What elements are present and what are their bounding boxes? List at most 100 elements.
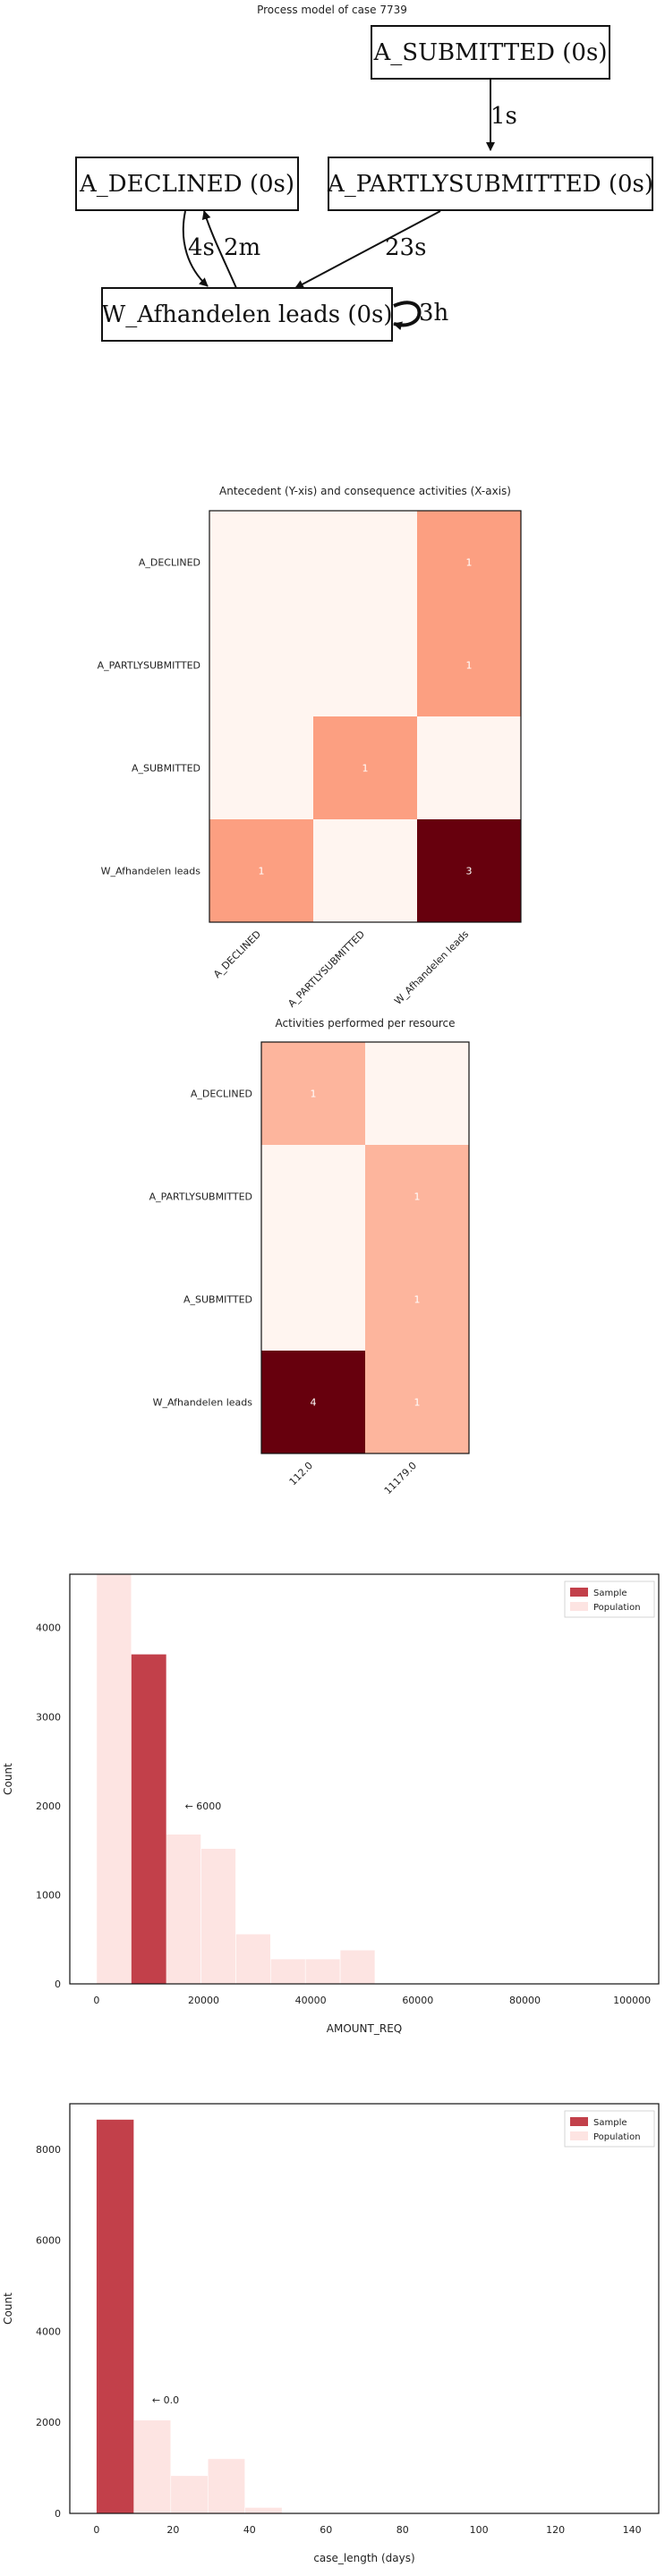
y-tick-label: 4000 xyxy=(36,1623,61,1634)
heatmap-cell-0-1 xyxy=(365,1042,469,1145)
heatmap-row-label: W_Afhandelen leads xyxy=(153,1397,253,1409)
x-tick-label: 140 xyxy=(623,2524,642,2536)
population-bar-1 xyxy=(133,2419,172,2514)
x-tick-label: 0 xyxy=(93,1995,99,2006)
x-tick-label: 60000 xyxy=(402,1995,433,2006)
x-tick-label: 40000 xyxy=(295,1995,327,2006)
legend-swatch-population xyxy=(570,2131,588,2140)
x-tick-label: 20 xyxy=(166,2524,179,2536)
y-tick-label: 1000 xyxy=(36,1889,61,1901)
population-bar-7 xyxy=(339,1949,376,1985)
heatmap-cell-3-0 xyxy=(209,819,313,922)
heatmap-value-3-0: 1 xyxy=(259,866,265,877)
population-bar-5 xyxy=(270,1958,306,1985)
x-tick-label: 80000 xyxy=(509,1995,541,2006)
y-tick-label: 2000 xyxy=(36,1801,61,1812)
heatmap-value-3-0: 4 xyxy=(311,1397,317,1409)
heatmap-cell-0-1 xyxy=(313,511,417,614)
heatmap-col-label: 112.0 xyxy=(287,1460,315,1487)
heatmap-row-label: A_PARTLYSUBMITTED xyxy=(98,660,200,672)
heatmap-value-1-1: 1 xyxy=(414,1191,421,1203)
population-bar-0 xyxy=(96,1573,132,1985)
x-tick-label: 80 xyxy=(396,2524,409,2536)
x-tick-label: 120 xyxy=(546,2524,565,2536)
y-tick-label: 3000 xyxy=(36,1711,61,1723)
population-bar-2 xyxy=(170,2475,209,2514)
heatmap-cell-2-1 xyxy=(365,1248,469,1351)
edge-label-waf-dec: 2m xyxy=(224,234,260,261)
x-tick-label: 60 xyxy=(320,2524,332,2536)
heatmap-title: Activities performed per resource xyxy=(276,1017,456,1030)
heatmap-cell-1-0 xyxy=(261,1145,365,1248)
histogram-frame xyxy=(69,2103,660,2514)
population-bar-4 xyxy=(244,2507,283,2514)
annotation-label: ← 6000 xyxy=(185,1801,222,1812)
heatmap-cell-3-2 xyxy=(417,819,521,922)
legend-label-population: Population xyxy=(593,2132,641,2142)
x-axis-label: case_length (days) xyxy=(313,2552,414,2564)
heatmap-cell-0-0 xyxy=(261,1042,365,1145)
y-tick-label: 0 xyxy=(55,1979,61,1990)
legend-label-sample: Sample xyxy=(593,2118,627,2128)
y-tick-label: 6000 xyxy=(36,2235,61,2247)
legend-label-sample: Sample xyxy=(593,1589,627,1598)
heatmap-value-1-2: 1 xyxy=(466,660,473,672)
heatmap-cell-2-0 xyxy=(261,1248,365,1351)
heatmap-row-label: A_PARTLYSUBMITTED xyxy=(149,1191,252,1203)
node-a-declined xyxy=(75,157,299,211)
edge-label-waf-self: 3h xyxy=(419,300,449,326)
heatmap-cell-3-1 xyxy=(313,819,417,922)
heatmap-value-3-2: 3 xyxy=(466,866,473,877)
node-w-afhandelen-leads xyxy=(101,287,393,342)
edge-waf-self xyxy=(393,301,422,331)
histogram-case-length: 0 20 40 60 80 100 120 140 0 2000 4000 6000 8000 case_… xyxy=(2,2103,660,2564)
heatmap-value-0-2: 1 xyxy=(466,557,473,569)
edge-label-dec-waf: 4s xyxy=(188,234,215,261)
heatmap-activities-per-resource: Activities performed per resource 1 A_DECL… xyxy=(149,1017,470,1496)
y-tick-label: 8000 xyxy=(36,2144,61,2156)
process-model-title: Process model of case 7739 xyxy=(257,4,407,16)
heatmap-cell-3-0 xyxy=(261,1351,365,1453)
heatmap-title: Antecedent (Y-xis) and consequence activ… xyxy=(219,485,511,497)
y-axis-label: Count xyxy=(2,2292,14,2325)
histogram-frame xyxy=(69,1573,660,1985)
legend-label-population: Population xyxy=(593,1603,641,1613)
legend-swatch-sample xyxy=(570,2117,588,2126)
x-tick-label: 0 xyxy=(93,2524,99,2536)
node-label-a-partlysubmitted: A_PARTLYSUBMITTED (0s) xyxy=(327,171,653,198)
x-tick-label: 100000 xyxy=(613,1995,651,2006)
heatmap-value-0-0: 1 xyxy=(311,1089,317,1100)
heatmap-row-label: A_SUBMITTED xyxy=(183,1294,252,1306)
heatmap-row-label: W_Afhandelen leads xyxy=(101,866,201,877)
heatmap-cell-1-2 xyxy=(417,614,521,716)
population-bar-3 xyxy=(207,2458,245,2514)
edge-waf-dec xyxy=(201,210,237,289)
heatmap-value-2-1: 1 xyxy=(362,763,369,775)
heatmap-row-label: A_DECLINED xyxy=(139,557,200,569)
x-tick-label: 100 xyxy=(470,2524,489,2536)
edge-dec-waf xyxy=(182,210,209,287)
heatmap-row-label: A_DECLINED xyxy=(191,1089,252,1100)
legend-swatch-population xyxy=(570,1602,588,1611)
heatmap-cell-2-1 xyxy=(313,716,417,819)
node-label-a-declined: A_DECLINED (0s) xyxy=(79,171,294,198)
heatmap-cell-1-1 xyxy=(313,614,417,716)
population-bar-3 xyxy=(200,1848,236,1985)
heatmap-value-2-1: 1 xyxy=(414,1294,421,1306)
edge-part-waf xyxy=(294,210,441,289)
x-tick-label: 40 xyxy=(243,2524,256,2536)
heatmap-cell-1-1 xyxy=(365,1145,469,1248)
heatmap-col-label: A_PARTLYSUBMITTED xyxy=(286,928,367,1010)
heatmap-frame xyxy=(260,1041,470,1454)
histogram-amount-req: 0 20000 40000 60000 80000 100000 0 1000 2000 3000… xyxy=(2,1573,660,2035)
heatmap-value-3-1: 1 xyxy=(414,1397,421,1409)
heatmap-col-label: 11179.0 xyxy=(382,1460,419,1496)
population-bar-6 xyxy=(304,1958,341,1985)
heatmap-cell-1-0 xyxy=(209,614,313,716)
node-label-w-afhandelen-leads: W_Afhandelen leads (0s) xyxy=(101,301,392,328)
node-label-a-submitted: A_SUBMITTED (0s) xyxy=(373,39,608,66)
heatmap-cell-2-2 xyxy=(417,716,521,819)
heatmap-cell-0-2 xyxy=(417,511,521,614)
y-tick-label: 0 xyxy=(55,2508,61,2520)
legend-box xyxy=(564,1580,655,1618)
